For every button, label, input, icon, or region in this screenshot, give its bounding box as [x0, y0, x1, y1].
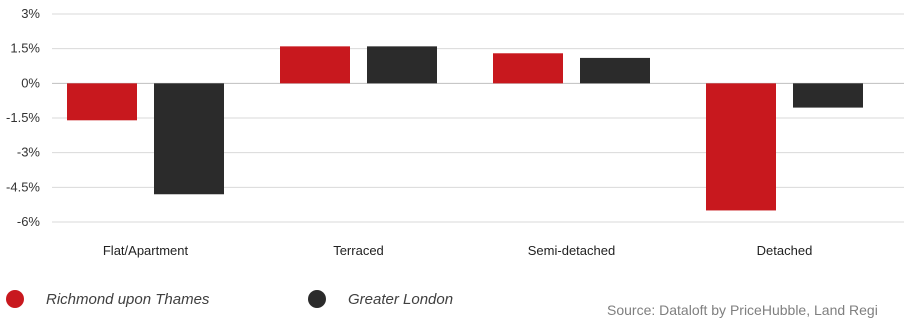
legend-item-greater-london: Greater London	[308, 290, 453, 308]
y-tick-label: -3%	[17, 145, 41, 160]
x-category-label: Flat/Apartment	[103, 243, 189, 258]
bar-richmond-terraced	[280, 46, 350, 84]
bar-richmond-detached	[706, 83, 776, 211]
legend-swatch-greater-london	[308, 290, 326, 308]
x-axis-category-labels: Flat/Apartment Terraced Semi-detached Detac…	[103, 243, 812, 258]
bar-greater-london-semi-detached	[580, 57, 650, 84]
y-tick-label: -4.5%	[6, 179, 40, 194]
y-tick-label: -1.5%	[6, 110, 40, 125]
bars	[67, 46, 863, 211]
y-tick-label: 1.5%	[10, 41, 40, 56]
bar-richmond-flat-apartment	[67, 83, 137, 121]
y-tick-label: 3%	[21, 6, 40, 21]
x-category-label: Terraced	[333, 243, 384, 258]
y-axis-tick-labels: 3% 1.5% 0% -1.5% -3% -4.5% -6%	[6, 6, 40, 229]
legend-swatch-richmond	[6, 290, 24, 308]
legend-label-greater-london: Greater London	[348, 290, 454, 308]
chart: 3% 1.5% 0% -1.5% -3% -4.5% -6% Flat/Apartment T…	[6, 6, 904, 258]
legend-label-richmond: Richmond upon Thames	[46, 290, 210, 308]
bar-richmond-semi-detached	[493, 53, 563, 84]
x-category-label: Detached	[757, 243, 813, 258]
bar-greater-london-detached	[793, 83, 863, 108]
bar-greater-london-flat-apartment	[154, 83, 224, 195]
source-note: Source: Dataloft by PriceHubble, Land Re…	[607, 302, 878, 318]
y-tick-label: -6%	[17, 214, 41, 229]
x-category-label: Semi-detached	[528, 243, 615, 258]
y-tick-label: 0%	[21, 75, 40, 90]
bar-greater-london-terraced	[367, 46, 437, 84]
legend-item-richmond: Richmond upon Thames	[6, 290, 209, 308]
